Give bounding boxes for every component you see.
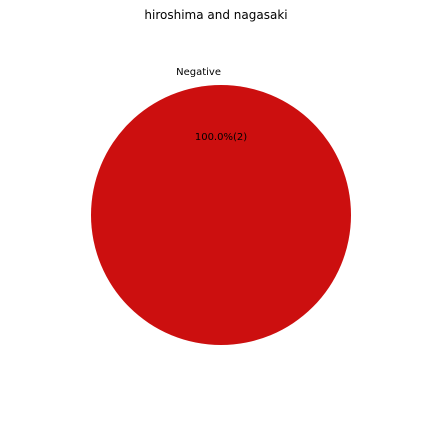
slice-percent-label-0: 100.0%(2)	[195, 132, 247, 143]
pie-labels: 100.0%(2) Negative	[176, 67, 247, 143]
chart-title: hiroshima and nagasaki	[144, 8, 287, 22]
pie-slice-0	[91, 85, 351, 345]
slice-category-label-0: Negative	[176, 67, 221, 78]
pie-slices	[91, 85, 351, 345]
